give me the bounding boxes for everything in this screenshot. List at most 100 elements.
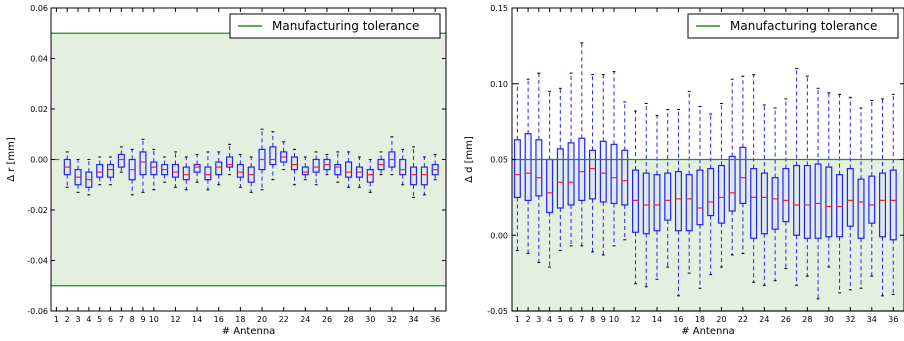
iqr-box	[717, 164, 725, 224]
box-antenna-17	[685, 90, 693, 274]
iqr-box	[171, 163, 179, 178]
box-antenna-6	[106, 156, 115, 186]
x-tick-label: 6	[108, 315, 113, 324]
x-axis-label: # Antenna	[681, 326, 735, 337]
y-tick-label: 0.04	[30, 55, 48, 64]
iqr-box	[846, 167, 854, 227]
box-antenna-34	[868, 99, 876, 277]
box-antenna-27	[793, 68, 801, 286]
iqr-box	[728, 155, 736, 212]
y-tick-label: 0.00	[30, 156, 48, 165]
box-antenna-19	[247, 156, 255, 193]
box-antenna-21	[728, 78, 736, 256]
iqr-box	[301, 166, 309, 176]
iqr-box	[739, 146, 747, 205]
iqr-box	[399, 158, 407, 176]
x-tick-label: 16	[214, 315, 224, 324]
legend: Manufacturing tolerance	[687, 13, 899, 39]
box-antenna-29	[814, 87, 822, 300]
x-tick-label: 34	[408, 315, 418, 324]
x-tick-label: 7	[119, 315, 124, 324]
box-antenna-10	[610, 71, 618, 247]
legend-label: Manufacturing tolerance	[272, 19, 419, 33]
box-antenna-20	[258, 128, 266, 191]
box-antenna-11	[621, 101, 629, 241]
x-tick-label: 18	[695, 315, 705, 324]
x-tick-label: 32	[387, 315, 397, 324]
legend-label: Manufacturing tolerance	[730, 19, 877, 33]
x-tick-label: 24	[300, 315, 310, 324]
x-tick-label: 3	[536, 315, 541, 324]
iqr-box	[96, 163, 104, 178]
x-tick-label: 28	[802, 315, 812, 324]
iqr-box	[236, 163, 244, 178]
y-tick-label: -0.04	[27, 257, 48, 266]
x-tick-label: 10	[609, 315, 619, 324]
box-antenna-6	[567, 72, 575, 247]
box-antenna-2	[524, 78, 532, 254]
box-antenna-35	[420, 156, 428, 196]
x-tick-label: 16	[673, 315, 683, 324]
iqr-box	[334, 163, 342, 176]
box-antenna-26	[782, 98, 790, 270]
iqr-box	[513, 139, 521, 198]
iqr-box	[803, 164, 811, 239]
box-antenna-12	[632, 110, 640, 285]
iqr-box	[345, 161, 353, 178]
iqr-box	[312, 158, 320, 173]
box-antenna-23	[290, 148, 299, 186]
y-tick-label: 0.05	[490, 156, 508, 165]
x-tick-label: 6	[569, 315, 574, 324]
box-antenna-3	[74, 159, 82, 193]
y-tick-label: -0.06	[27, 307, 48, 316]
iqr-box	[578, 137, 586, 202]
legend-box	[229, 13, 441, 39]
box-antenna-13	[182, 156, 190, 191]
x-tick-label: 28	[344, 315, 354, 324]
iqr-box	[589, 149, 597, 200]
iqr-box	[621, 149, 629, 206]
iqr-box	[707, 167, 715, 217]
box-antenna-16	[674, 109, 682, 297]
box-antenna-21	[269, 131, 277, 181]
iqr-box	[204, 166, 212, 181]
chart-panel-1: -0.06-0.04-0.020.000.020.040.061 2 3 4 5 6 7 8 9…	[6, 4, 447, 337]
y-tick-label: 0.06	[30, 4, 48, 13]
box-antenna-1	[513, 83, 521, 251]
x-tick-label: 26	[781, 315, 791, 324]
iqr-box	[750, 167, 758, 239]
iqr-box	[117, 153, 125, 168]
x-tick-label: 26	[322, 315, 332, 324]
iqr-box	[879, 172, 887, 238]
box-antenna-23	[750, 74, 758, 283]
box-antenna-9	[139, 138, 147, 193]
iqr-box	[366, 169, 374, 183]
box-antenna-8	[589, 74, 597, 253]
box-antenna-7	[578, 42, 586, 247]
iqr-box	[556, 148, 564, 209]
box-antenna-36	[431, 153, 439, 181]
y-tick-label: 0.00	[490, 231, 508, 240]
legend: Manufacturing tolerance	[229, 13, 441, 39]
iqr-box	[420, 166, 428, 186]
iqr-box	[150, 161, 158, 176]
x-tick-label: 32	[845, 315, 855, 324]
tolerance-band	[51, 33, 446, 286]
y-tick-label: 0.02	[30, 105, 48, 114]
box-antenna-31	[836, 93, 844, 294]
x-tick-label: 3	[76, 315, 81, 324]
iqr-box	[825, 166, 833, 238]
y-axis-label: Δ d [mm]	[464, 136, 475, 183]
x-tick-label: 34	[867, 315, 877, 324]
box-antenna-15	[204, 151, 212, 191]
x-tick-label: 20	[716, 315, 726, 324]
x-tick-label: 10	[149, 315, 159, 324]
x-tick-label: 22	[738, 315, 748, 324]
box-antenna-14	[653, 115, 661, 280]
y-tick-label: 0.15	[490, 4, 508, 13]
box-antenna-36	[889, 93, 897, 295]
box-antenna-32	[388, 136, 396, 176]
x-tick-label: 30	[824, 315, 834, 324]
box-antenna-20	[717, 102, 725, 268]
iqr-box	[836, 174, 844, 238]
